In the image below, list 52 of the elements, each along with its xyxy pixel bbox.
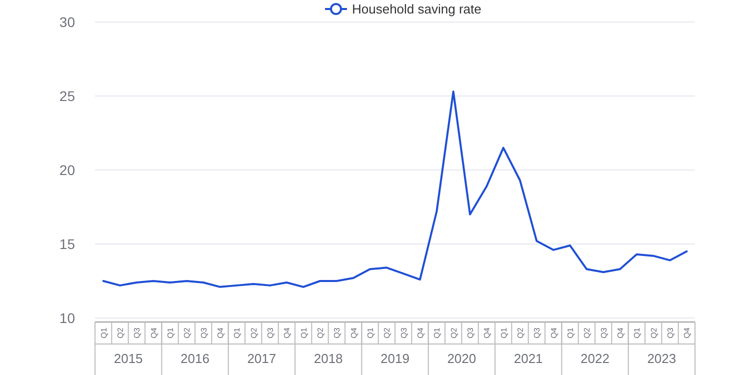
text: 2015: [114, 351, 143, 366]
x-tick-label: Q1: [499, 327, 508, 338]
x-tick-label: Q1: [432, 327, 442, 338]
text: 2016: [180, 351, 210, 366]
x-tick-label: Q4: [416, 327, 425, 338]
line-series: [102, 90, 688, 288]
x-tick-label: Q1: [166, 327, 175, 338]
text: 2020: [447, 351, 476, 366]
x-tick-label: Q1: [299, 327, 308, 338]
x-tick-label: Q4: [482, 327, 492, 338]
text: 2023: [647, 351, 676, 366]
x-tick-label: Q3: [266, 327, 275, 338]
x-tick-label: Q1: [632, 327, 642, 338]
y-tick-label: 10: [59, 310, 76, 326]
x-tick-label: Q2: [249, 327, 258, 338]
x-tick-label: Q4: [149, 327, 158, 338]
x-tick-label: Q4: [216, 327, 225, 338]
x-tick-label: Q2: [382, 327, 392, 338]
x-tick-label: Q1: [99, 327, 108, 338]
x-tick-label: Q1: [232, 327, 242, 338]
x-tick-label: Q4: [349, 327, 358, 338]
y-tick-label: 30: [59, 14, 76, 30]
x-tick-label: Q3: [132, 327, 142, 338]
x-tick-label: Q3: [666, 327, 675, 338]
x-tick-label: Q3: [599, 327, 608, 338]
x-tick-label: Q4: [682, 327, 692, 338]
x-tick-label: Q3: [399, 327, 408, 338]
legend-label: Household saving rate: [352, 2, 482, 17]
x-tick-label: Q2: [649, 327, 658, 338]
x-tick-label: Q2: [182, 327, 192, 338]
x-tick-label: Q4: [282, 327, 292, 338]
x-tick-label: Q3: [532, 327, 542, 338]
x-tick-label: Q1: [366, 327, 375, 338]
x-tick-label: Q3: [332, 327, 342, 338]
x-tick-label: Q2: [582, 327, 592, 338]
y-tick-label: 15: [59, 236, 76, 252]
x-tick-label: Q2: [449, 327, 458, 338]
text: 2021: [514, 351, 543, 366]
x-tick-label: Q2: [116, 327, 125, 338]
x-tick-label: Q4: [549, 327, 558, 338]
x-tick-label: Q1: [566, 327, 575, 338]
y-tick-label: 20: [59, 162, 76, 178]
text: 2017: [247, 351, 276, 366]
text: 2019: [380, 351, 410, 366]
x-tick-label: Q2: [316, 327, 325, 338]
x-tick-label: Q3: [199, 327, 208, 338]
x-tick-label: Q4: [616, 327, 625, 338]
y-tick-label: 25: [59, 88, 76, 104]
text: 2022: [580, 351, 610, 366]
x-tick-label: Q3: [466, 327, 475, 338]
x-tick-label: Q2: [516, 327, 525, 338]
text: 2018: [314, 351, 343, 366]
